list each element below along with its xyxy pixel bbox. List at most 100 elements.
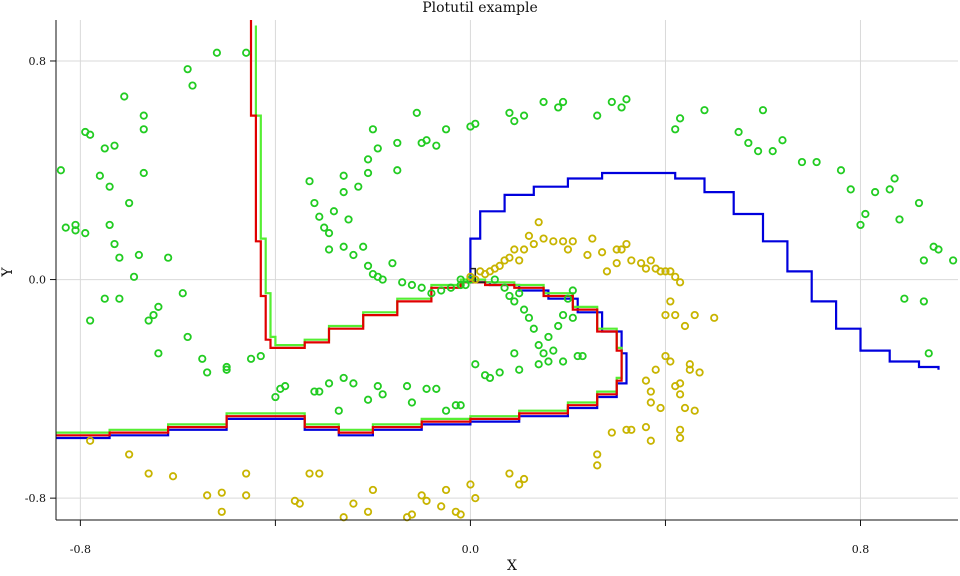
data-point [627, 425, 636, 434]
data-point [456, 510, 465, 519]
data-point [242, 48, 251, 57]
data-point [432, 141, 441, 150]
data-point [471, 360, 480, 369]
data-point [349, 379, 358, 388]
data-point [456, 275, 465, 284]
axes: -0.8 0.0 0.8 -0.8 0.0 0.8 [25, 20, 958, 556]
data-point [456, 280, 465, 290]
data-point [168, 472, 178, 481]
data-point [378, 390, 387, 399]
data-point [432, 384, 441, 393]
data-point [471, 494, 480, 503]
data-point [281, 382, 290, 391]
data-point [558, 97, 568, 107]
data-point [515, 289, 524, 298]
data-point [480, 371, 490, 380]
data-point [363, 155, 373, 164]
data-point [441, 485, 451, 495]
data-point [685, 360, 694, 369]
data-point [617, 103, 626, 112]
x-tick-label: 0.8 [852, 543, 870, 556]
data-point [641, 423, 651, 432]
data-point [329, 207, 339, 216]
data-point [895, 215, 904, 224]
boundary-line [56, 25, 623, 434]
data-point [178, 289, 187, 298]
x-tick-label: -0.8 [70, 543, 91, 556]
data-point [222, 365, 231, 374]
data-point [86, 436, 95, 445]
data-point [456, 401, 465, 410]
data-point [134, 250, 143, 260]
data-point [666, 357, 675, 366]
data-point [554, 321, 563, 331]
data-point [120, 92, 129, 101]
data-point [671, 125, 680, 134]
data-point [378, 275, 387, 284]
data-point [646, 398, 655, 407]
data-point [651, 365, 660, 374]
data-point [515, 480, 524, 489]
data-point [753, 147, 763, 156]
data-point [363, 168, 373, 178]
data-point [71, 220, 80, 230]
data-point [675, 433, 685, 443]
data-point [510, 297, 519, 306]
data-point [515, 365, 524, 374]
boundary-line [470, 267, 486, 284]
data-point [466, 275, 475, 284]
data-point [519, 305, 529, 314]
data-point [690, 310, 699, 320]
data-point [949, 256, 958, 265]
data-point [607, 97, 616, 107]
data-point [666, 267, 675, 276]
data-point [154, 302, 163, 311]
data-point [695, 368, 704, 377]
scatter-points [56, 48, 958, 522]
data-point [871, 188, 880, 197]
data-point [539, 234, 548, 243]
data-point [846, 185, 855, 194]
data-point [363, 261, 373, 271]
data-point [510, 245, 519, 254]
data-point [105, 182, 114, 191]
data-point [139, 168, 148, 178]
data-point [529, 324, 538, 333]
data-point [398, 278, 407, 287]
boundary-line [56, 20, 623, 437]
data-point [758, 106, 768, 115]
data-point [144, 469, 153, 478]
data-point [183, 65, 192, 74]
data-point [295, 499, 304, 508]
data-point [71, 226, 80, 235]
data-point [315, 212, 324, 221]
data-point [61, 223, 70, 232]
data-point [81, 229, 90, 238]
data-point [349, 250, 358, 260]
data-point [534, 218, 543, 227]
data-point [593, 450, 602, 459]
data-point [593, 111, 602, 120]
data-point [451, 401, 460, 410]
data-point [671, 310, 680, 320]
data-point [661, 310, 670, 320]
data-point [437, 286, 446, 295]
data-point [56, 166, 65, 175]
data-point [583, 250, 592, 260]
data-point [368, 125, 378, 134]
data-point [588, 234, 597, 243]
data-point [646, 256, 655, 265]
data-point [617, 245, 626, 254]
data-point [149, 310, 158, 320]
data-point [597, 248, 607, 257]
data-point [154, 349, 163, 358]
data-point [666, 297, 675, 306]
data-point [612, 259, 621, 268]
data-point [422, 496, 431, 505]
data-point [515, 256, 524, 265]
data-point [636, 259, 646, 268]
data-point [544, 332, 553, 342]
data-point [393, 166, 402, 175]
data-point [836, 166, 846, 175]
